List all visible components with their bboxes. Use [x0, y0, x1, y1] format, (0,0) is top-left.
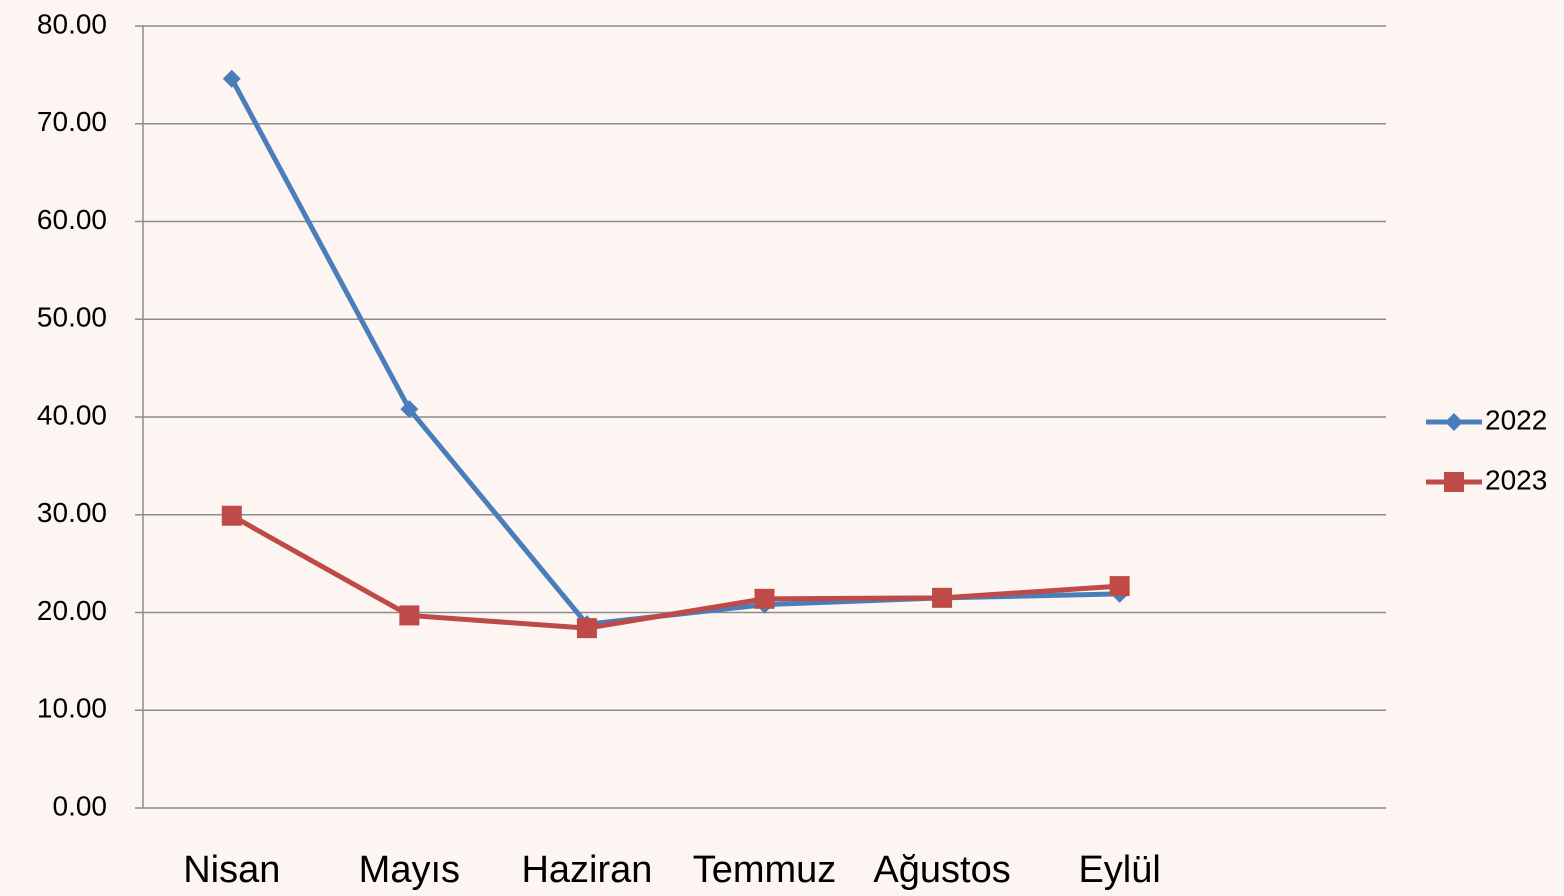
- legend-label: 2023: [1485, 464, 1547, 495]
- legend-label: 2022: [1485, 404, 1547, 435]
- marker: [576, 618, 597, 639]
- y-tick-label: 10.00: [37, 693, 107, 724]
- y-tick-label: 50.00: [37, 302, 107, 333]
- marker: [1444, 472, 1464, 492]
- y-tick-label: 60.00: [37, 204, 107, 235]
- x-tick-label: Nisan: [183, 849, 280, 891]
- marker: [754, 588, 775, 609]
- x-tick-label: Eylül: [1078, 849, 1160, 891]
- series-line: [229, 77, 1120, 627]
- series-line: [230, 513, 1120, 631]
- y-tick-label: 80.00: [37, 8, 107, 39]
- y-tick-label: 20.00: [37, 595, 107, 626]
- marker: [222, 69, 241, 88]
- y-tick-label: 70.00: [37, 106, 107, 137]
- x-tick-label: Mayıs: [359, 849, 460, 891]
- y-tick-label: 0.00: [53, 790, 108, 821]
- marker: [932, 587, 953, 608]
- y-tick-label: 30.00: [37, 497, 107, 528]
- marker: [1109, 576, 1130, 597]
- x-tick-label: Temmuz: [693, 849, 837, 891]
- marker: [399, 605, 420, 626]
- marker: [221, 505, 242, 526]
- y-tick-label: 40.00: [37, 399, 107, 430]
- x-tick-label: Haziran: [521, 849, 652, 891]
- marker: [1445, 413, 1463, 431]
- x-tick-label: Ağustos: [873, 849, 1010, 891]
- marker: [400, 400, 419, 419]
